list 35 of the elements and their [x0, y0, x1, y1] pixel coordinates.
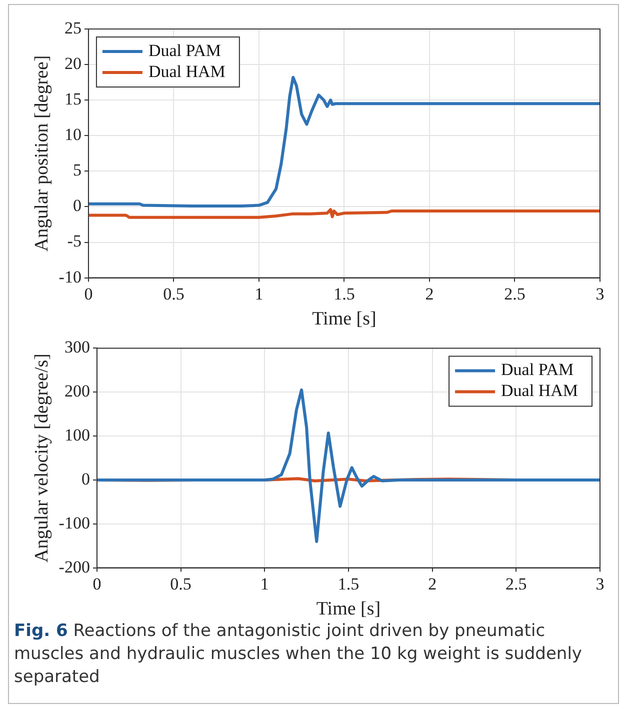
y-tick-label: 5 [72, 160, 82, 180]
legend-label: Dual HAM [148, 62, 226, 81]
y-tick-label: 15 [64, 90, 82, 109]
y-tick-label: 20 [64, 54, 82, 74]
y-tick-label: -200 [58, 557, 90, 576]
x-tick-label: 1.5 [338, 574, 360, 594]
caption: Fig. 6 Reactions of the antagonistic joint driven by pneumatic muscles and hydraulic muscles when the 10 kg weight is suddenly separated [14, 620, 583, 689]
x-tick-label: 2 [428, 574, 437, 594]
x-tick-label: 1 [260, 574, 269, 594]
y-tick-label: 10 [64, 125, 82, 144]
y-tick-label: 300 [64, 338, 90, 357]
x-tick-label: 2.5 [506, 574, 527, 594]
y-tick-label: 200 [64, 382, 90, 401]
x-tick-label: 1 [254, 284, 264, 304]
x-tick-label: 0.5 [170, 574, 192, 594]
y-tick-label: -10 [58, 267, 82, 286]
y-tick-label: -100 [58, 513, 90, 532]
y-axis-title: Angular position [degree] [31, 55, 52, 252]
legend-label: Dual PAM [501, 360, 574, 380]
y-axis-title: Angular velocity [degree/s] [31, 354, 52, 562]
y-tick-label: 25 [64, 18, 82, 38]
y-tick-label: 100 [64, 426, 90, 445]
x-axis-title: Time [s] [316, 598, 381, 620]
x-tick-label: 1.5 [334, 284, 355, 304]
x-tick-label: 0.5 [163, 284, 184, 304]
legend-label: Dual HAM [501, 381, 578, 400]
x-axis-title: Time [s] [312, 308, 376, 330]
y-tick-label: -5 [67, 232, 82, 251]
x-tick-label: 2.5 [504, 284, 526, 304]
x-tick-label: 3 [596, 284, 604, 304]
y-tick-label: 0 [81, 469, 90, 488]
x-tick-label: 2 [425, 284, 434, 304]
y-tick-label: 0 [72, 196, 82, 216]
x-tick-label: 3 [596, 574, 604, 594]
legend-label: Dual PAM [148, 40, 222, 60]
